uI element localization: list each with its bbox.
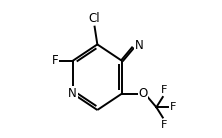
Text: F: F <box>161 85 167 95</box>
Text: Cl: Cl <box>89 12 100 25</box>
Text: N: N <box>135 39 143 52</box>
Text: F: F <box>161 120 167 130</box>
Text: N: N <box>68 87 77 100</box>
Text: F: F <box>52 54 58 67</box>
Text: O: O <box>138 87 148 100</box>
Text: F: F <box>170 102 176 112</box>
